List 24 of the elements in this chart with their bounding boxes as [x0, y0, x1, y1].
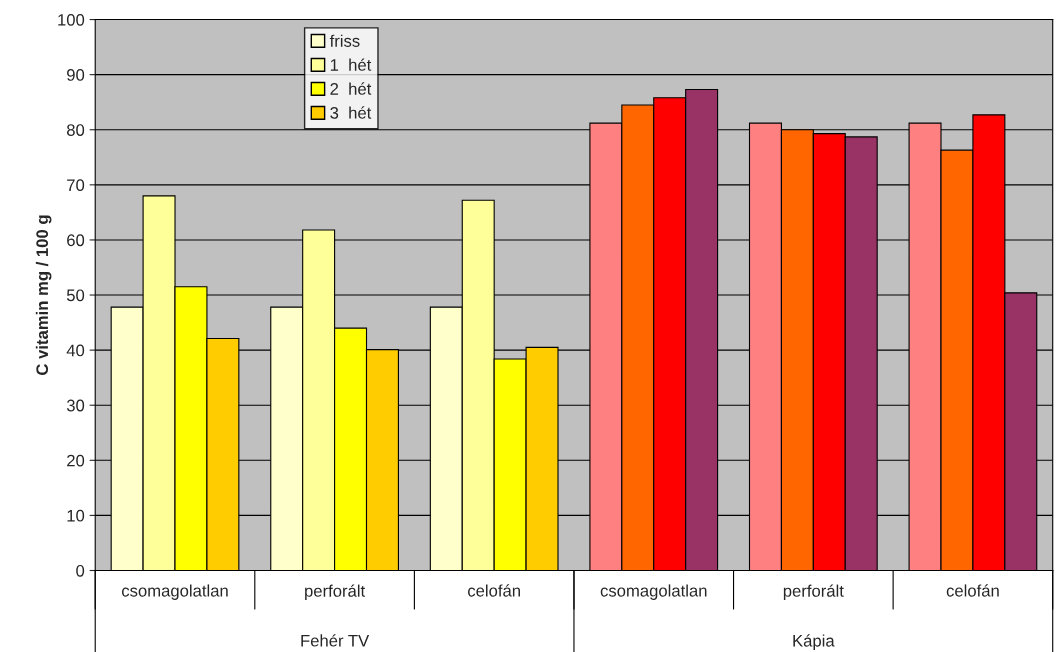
legend-label: 1 hét	[330, 58, 372, 71]
y-tick-label: 20	[67, 454, 85, 467]
x-tick-label: csomagolatlan	[121, 584, 228, 600]
x-tick-label: csomagolatlan	[600, 584, 707, 600]
x-tick-label: perforált	[305, 584, 366, 601]
y-tick-label: 90	[67, 69, 85, 81]
text: Kápia	[793, 634, 835, 650]
y-tick-label: 0	[76, 564, 85, 577]
x-tick-label: celofán	[468, 584, 520, 597]
y-tick-label: 70	[67, 179, 85, 192]
y-tick-label: 30	[66, 399, 85, 412]
y-tick-label: 40	[66, 344, 85, 357]
legend-label: friss	[329, 34, 360, 47]
text: Fehér TV	[301, 634, 370, 647]
legend-label: 2 hét	[330, 82, 372, 95]
x-tick-label: perforált	[783, 584, 844, 601]
x-tick-label: celofán	[946, 584, 999, 597]
y-tick-label: 60	[67, 234, 85, 247]
legend-label: 3 hét	[330, 106, 372, 119]
y-axis-title: C vitamin mg / 100 g	[35, 215, 52, 375]
y-tick-label: 50	[66, 289, 85, 302]
y-tick-label: 10	[67, 509, 85, 522]
y-tick-label: 100	[58, 13, 85, 26]
y-tick-label: 80	[66, 124, 85, 136]
